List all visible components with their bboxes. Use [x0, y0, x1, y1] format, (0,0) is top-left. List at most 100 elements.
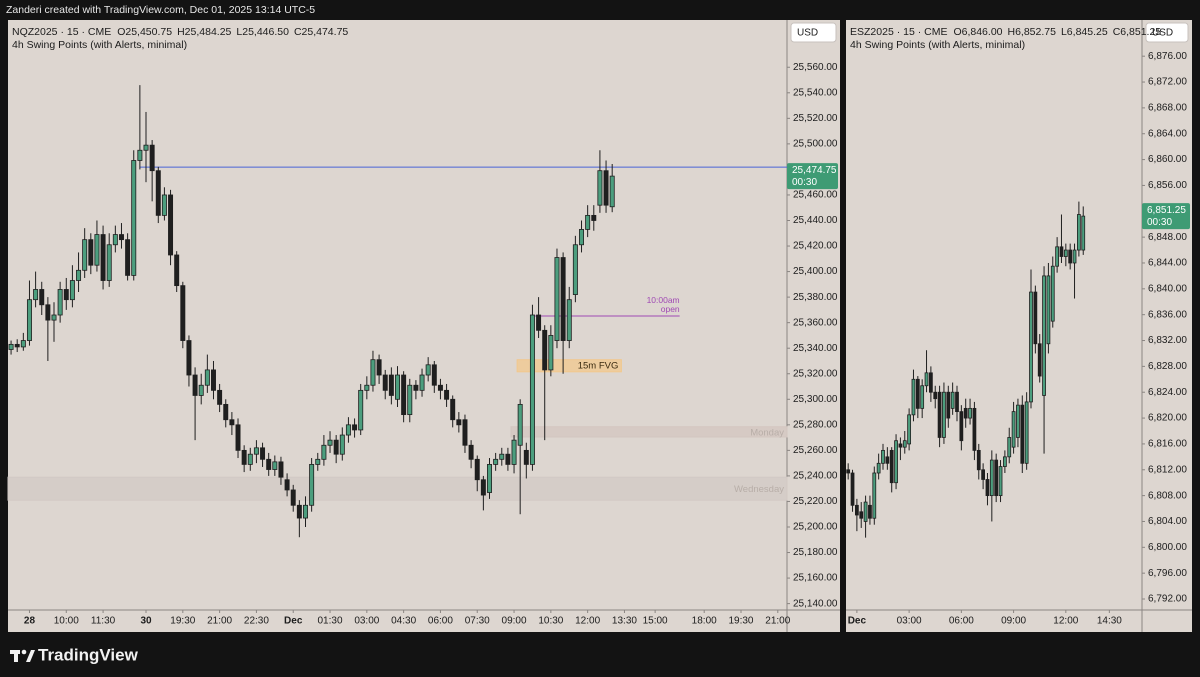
candle-body: [345, 424, 351, 436]
candle-body: [125, 239, 131, 276]
candle-body: [894, 440, 898, 484]
candle-body: [106, 244, 112, 281]
last-price-tag: [1142, 203, 1190, 230]
candle-body: [388, 374, 394, 396]
y-tick-label: 25,560.00: [793, 62, 838, 73]
y-tick-label: 25,380.00: [793, 292, 838, 303]
candle-body: [26, 299, 32, 341]
x-tick-label: 10:00: [54, 616, 79, 627]
candle-body: [437, 384, 443, 391]
candle-body: [370, 359, 376, 386]
level-label: open: [661, 304, 680, 314]
candle-body: [1059, 246, 1064, 257]
candle-body: [933, 391, 938, 400]
x-tick-label: 12:00: [1053, 616, 1078, 627]
candle-body: [881, 449, 885, 464]
caption: Zanderi created with TradingView.com, De…: [6, 4, 315, 16]
candle-body: [180, 285, 186, 341]
zone-label: Wednesday: [734, 484, 784, 495]
candle-body: [456, 419, 462, 426]
y-tick-label: 6,872.00: [1148, 77, 1187, 88]
candle-body: [998, 466, 1003, 497]
x-tick-label: 18:00: [692, 616, 717, 627]
candle-body: [855, 504, 859, 516]
candle-body: [898, 443, 903, 448]
candle-body: [985, 479, 990, 497]
candle-body: [1063, 249, 1068, 257]
y-tick-label: 25,160.00: [793, 573, 838, 584]
symbol: NQZ2025 · 15 · CME: [12, 26, 111, 38]
currency-label: USD: [1152, 28, 1173, 39]
candle-body: [1068, 249, 1073, 264]
x-tick-label: 19:30: [170, 616, 195, 627]
plot-area: [846, 20, 1192, 632]
logo-shape: [26, 650, 35, 662]
candle-body: [1016, 404, 1020, 438]
candle-body: [309, 464, 315, 506]
candle-body: [63, 289, 69, 301]
candle-body: [253, 447, 259, 455]
candle-body: [505, 453, 511, 465]
candle-body: [1003, 456, 1007, 467]
candle-body: [33, 289, 39, 301]
candle-body: [100, 234, 106, 281]
candle-body: [57, 289, 63, 316]
candle-body: [450, 398, 456, 421]
candle-body: [401, 374, 407, 416]
x-tick-label: 22:30: [244, 616, 269, 627]
currency-button[interactable]: [1145, 22, 1189, 43]
indicator-name: 4h Swing Points (with Alerts, minimal): [850, 39, 1025, 51]
y-tick-label: 6,856.00: [1148, 180, 1187, 191]
candle-body: [480, 479, 486, 496]
x-tick-label: 09:00: [502, 616, 527, 627]
candle-body: [517, 403, 523, 446]
currency-button[interactable]: [790, 22, 837, 43]
candle-body: [88, 239, 94, 266]
candle-body: [924, 372, 929, 387]
candle-body: [1033, 291, 1038, 345]
y-tick-label: 6,820.00: [1148, 413, 1187, 424]
candle-body: [942, 391, 946, 438]
ohlc-value: O25,450.75: [117, 26, 172, 38]
y-tick-label: 6,868.00: [1148, 103, 1187, 114]
y-tick-label: 6,860.00: [1148, 154, 1187, 165]
countdown: 00:30: [1147, 217, 1172, 228]
y-tick-label: 25,240.00: [793, 471, 838, 482]
candle-body: [137, 149, 143, 161]
candle-body: [493, 458, 499, 465]
y-tick-label: 6,816.00: [1148, 439, 1187, 450]
x-tick-label: 10:30: [538, 616, 563, 627]
candle-body: [376, 359, 382, 376]
y-tick-label: 25,280.00: [793, 419, 838, 430]
zone: [7, 476, 788, 501]
candle-body: [885, 456, 890, 464]
y-tick-label: 6,812.00: [1148, 464, 1187, 475]
y-tick-label: 6,800.00: [1148, 542, 1187, 553]
x-tick-label: 01:30: [318, 616, 343, 627]
candle-body: [39, 289, 45, 306]
y-tick-label: 25,340.00: [793, 343, 838, 354]
x-tick-label: 04:30: [391, 616, 416, 627]
candle-body: [1055, 246, 1059, 267]
candle-body: [272, 461, 278, 470]
candle-body: [444, 389, 450, 400]
candle-body: [76, 269, 82, 281]
candle-body: [321, 444, 327, 460]
y-tick-label: 25,200.00: [793, 522, 838, 533]
candle-body: [352, 424, 358, 431]
x-tick-label: 19:30: [728, 616, 753, 627]
candle-body: [1046, 275, 1051, 345]
ohlc-value: H6,852.75: [1008, 26, 1057, 38]
candle-body: [45, 304, 51, 321]
brand-name: TradingView: [38, 645, 139, 664]
x-tick-label: 11:30: [91, 616, 116, 627]
y-tick-label: 6,844.00: [1148, 258, 1187, 269]
candle-body: [968, 407, 972, 419]
x-tick-label: Dec: [848, 616, 867, 627]
candle-body: [198, 384, 204, 396]
candle-body: [487, 464, 492, 493]
candle-body: [247, 453, 253, 465]
candle-body: [499, 453, 505, 460]
y-tick-label: 6,864.00: [1148, 128, 1187, 139]
